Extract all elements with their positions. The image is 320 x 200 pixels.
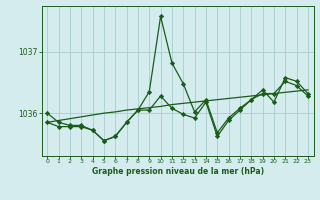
X-axis label: Graphe pression niveau de la mer (hPa): Graphe pression niveau de la mer (hPa) (92, 167, 264, 176)
